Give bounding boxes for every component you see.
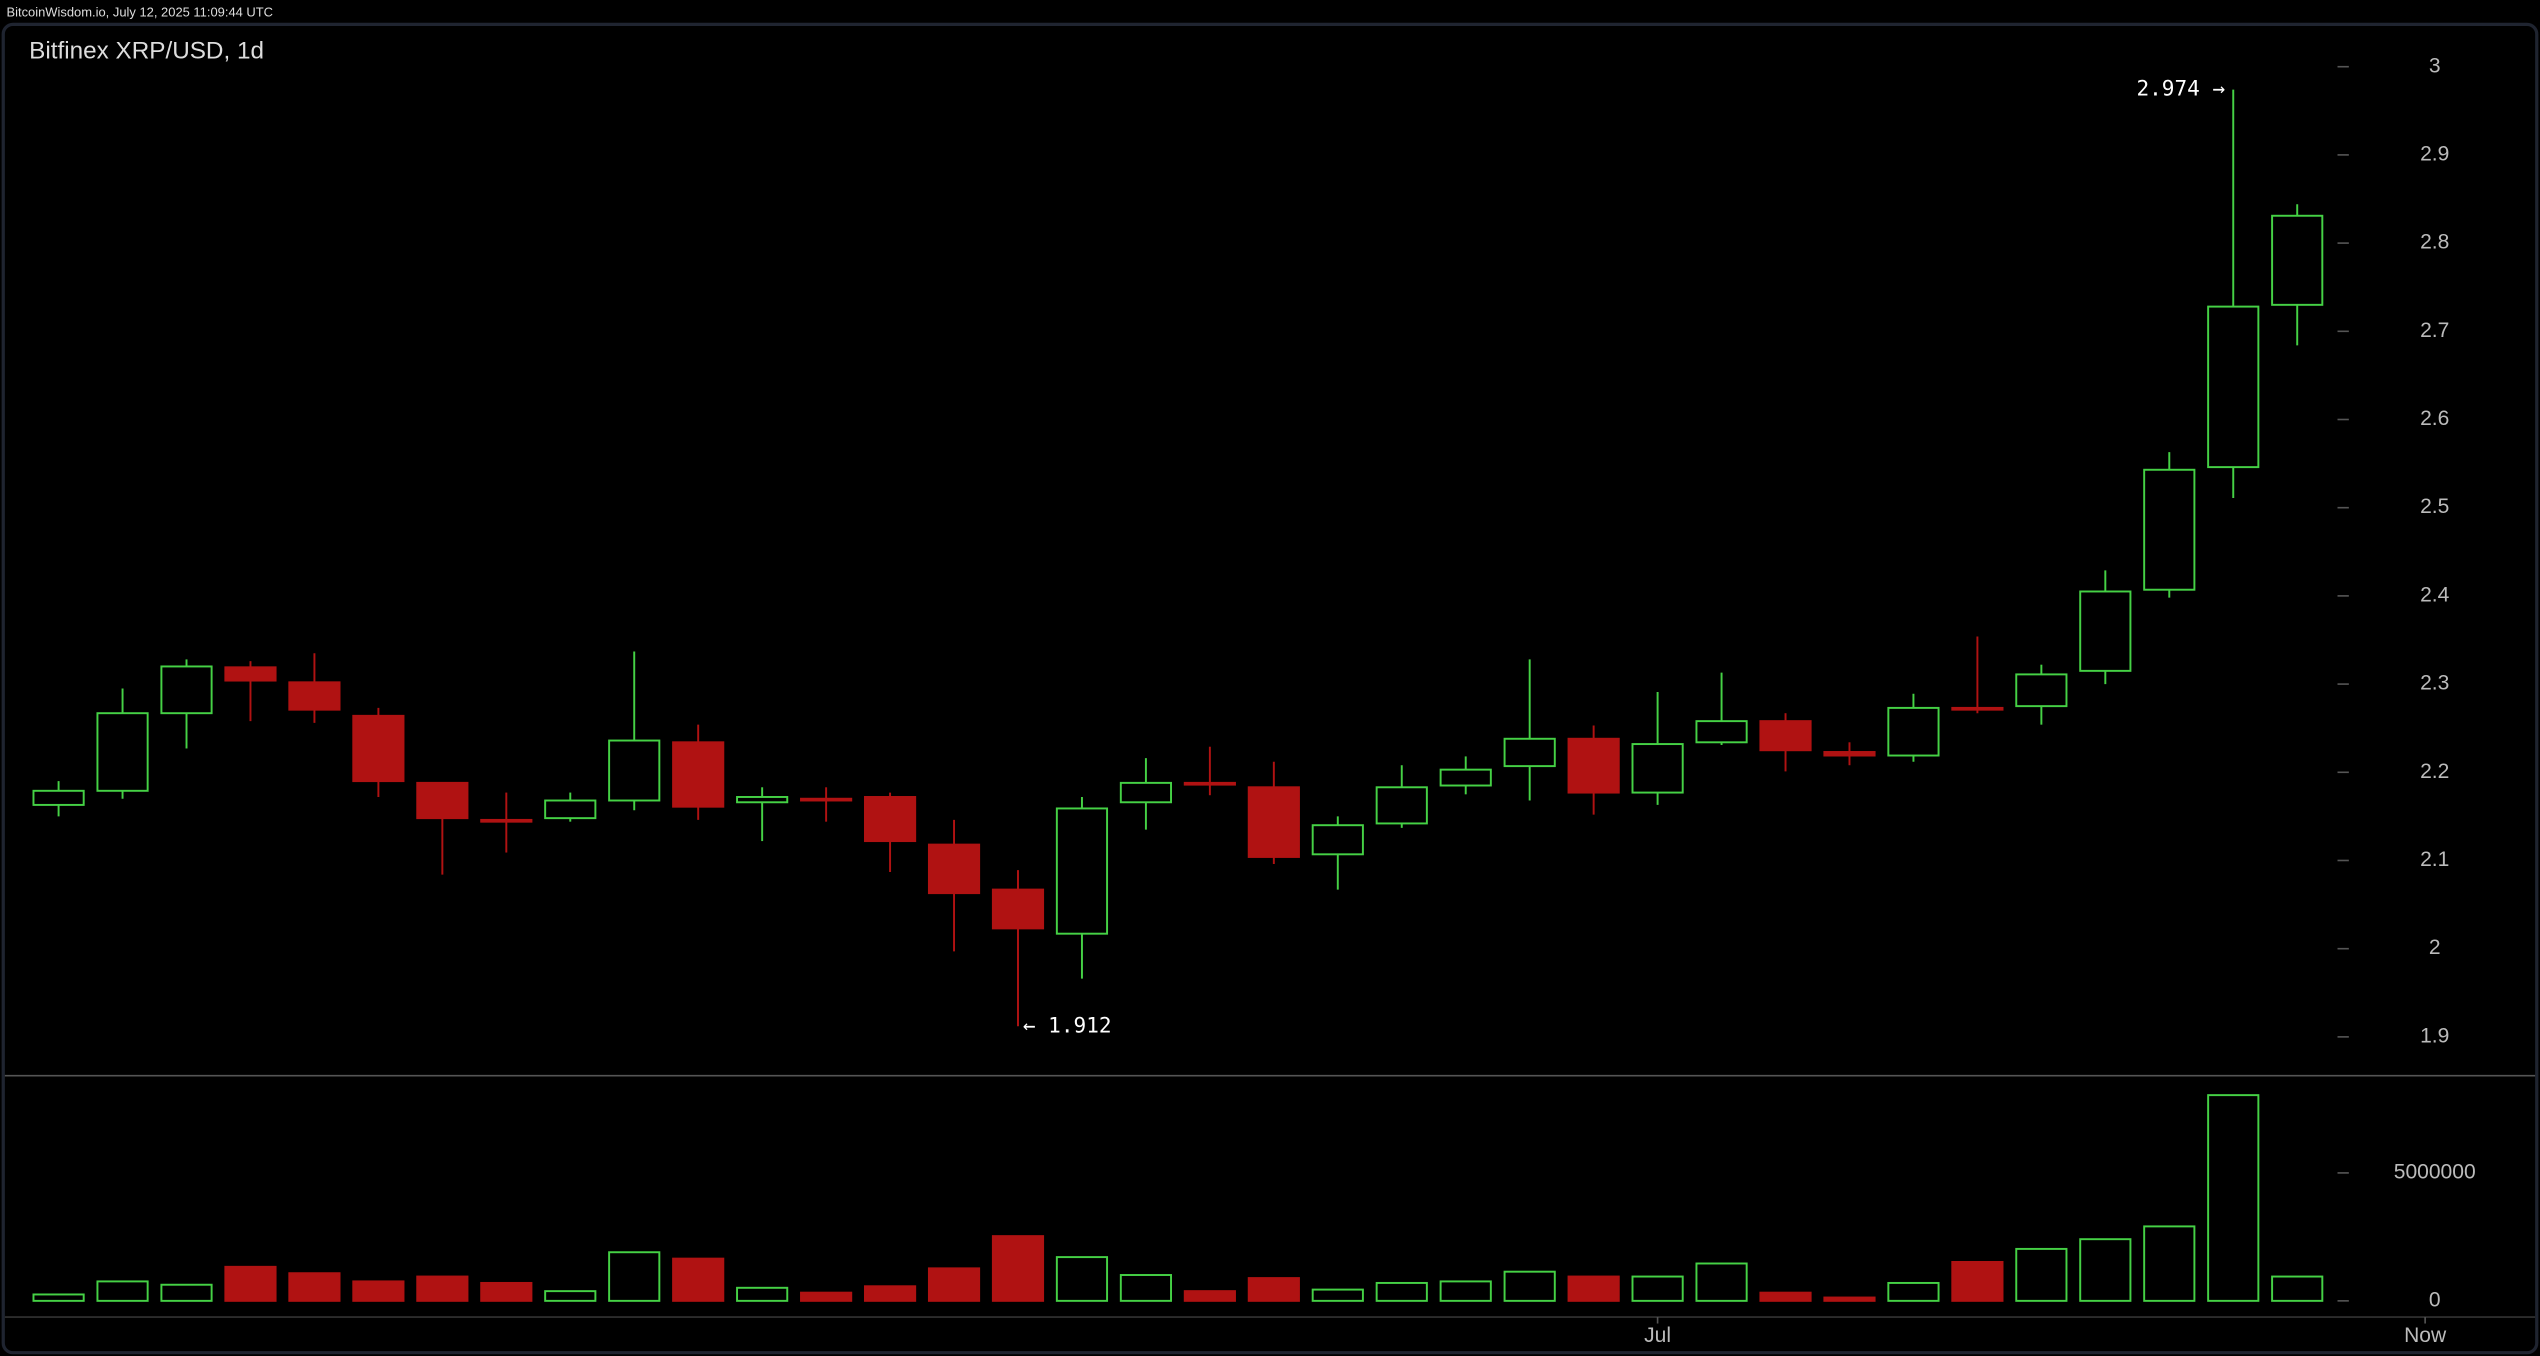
volume-bar: [1119, 1274, 1172, 1302]
volume-bar: [2079, 1238, 2132, 1302]
candle-body: [1759, 720, 1812, 752]
candle-body: [608, 739, 661, 802]
volume-bar: [1375, 1281, 1428, 1302]
candle-body: [160, 665, 213, 715]
volume-bar: [544, 1290, 597, 1302]
volume-bar: [1503, 1270, 1556, 1302]
volume-bar: [1951, 1260, 2004, 1302]
volume-bar: [2015, 1247, 2068, 1302]
candle-body: [2143, 468, 2196, 591]
volume-bar: [480, 1281, 533, 1302]
y-tick-label: 2.5: [2420, 495, 2449, 518]
volume-bar: [1567, 1275, 1620, 1302]
volume-bar: [1631, 1275, 1684, 1302]
header: BitcoinWisdom.io, July 12, 2025 11:09:44…: [6, 4, 273, 19]
y-tick-label: 2.7: [2420, 319, 2449, 342]
candle-body: [1183, 781, 1236, 786]
candle-body: [288, 681, 341, 711]
candle-body: [2079, 590, 2132, 672]
volume-bar: [96, 1280, 149, 1302]
volume-bar: [863, 1285, 917, 1302]
candle-body: [2207, 305, 2260, 469]
volume-bar: [672, 1257, 725, 1302]
high-annotation: 2.974 →: [2136, 76, 2225, 101]
volume-bar: [2207, 1094, 2260, 1302]
chart-title: Bitfinex XRP/USD, 1d: [29, 37, 264, 64]
y-tick-label: 2.3: [2420, 672, 2449, 695]
volume-bar: [1759, 1291, 1812, 1302]
volume-bar: [608, 1251, 661, 1302]
candle-body: [927, 843, 981, 895]
volume-bar: [1887, 1281, 1940, 1302]
volume-bar: [160, 1283, 213, 1302]
volume-bar: [224, 1265, 277, 1302]
y-tick-label: 2.1: [2420, 848, 2449, 871]
candle-body: [480, 818, 533, 823]
volume-bar: [1695, 1262, 1748, 1302]
candle-body: [1631, 743, 1684, 794]
volume-bar: [288, 1272, 341, 1302]
chart-frame: [1, 22, 2539, 1355]
candle-body: [544, 799, 597, 820]
volume-bar: [1439, 1280, 1492, 1302]
candle-body: [96, 712, 149, 792]
volume-tick-label: 0: [2429, 1288, 2441, 1311]
x-tick-label: Jul: [1644, 1324, 1671, 1347]
candle-body: [352, 714, 405, 783]
candle-body: [1055, 807, 1109, 935]
candle-body: [1567, 737, 1620, 794]
y-tick-label: 2.2: [2420, 760, 2449, 783]
candle-body: [1951, 706, 2004, 711]
candle-body: [672, 741, 725, 808]
low-annotation: ← 1.912: [1023, 1012, 1112, 1037]
volume-bar: [1055, 1256, 1109, 1302]
y-tick-label: 2.8: [2420, 231, 2449, 254]
y-tick-label: 1.9: [2420, 1024, 2449, 1047]
candle-body: [1375, 786, 1428, 825]
candle-body: [1311, 824, 1364, 856]
candle-body: [1887, 706, 1940, 757]
candle-body: [224, 666, 277, 682]
candle-body: [1823, 751, 1876, 757]
volume-bar: [1311, 1288, 1364, 1302]
candle-body: [416, 781, 469, 820]
volume-bar: [800, 1291, 853, 1302]
volume-bar: [2271, 1275, 2324, 1302]
volume-bar: [927, 1267, 981, 1302]
candle-body: [991, 888, 1045, 930]
volume-bar: [32, 1293, 85, 1302]
candle-body: [1503, 737, 1556, 768]
volume-bar: [2143, 1225, 2196, 1302]
volume-bar: [1823, 1296, 1876, 1302]
volume-bar: [991, 1235, 1045, 1302]
candle-body: [800, 797, 853, 802]
volume-bar: [736, 1286, 789, 1302]
y-tick-label: 3: [2429, 54, 2441, 77]
candle-body: [736, 796, 789, 804]
y-tick-label: 2.6: [2420, 407, 2449, 430]
y-tick-label: 2: [2429, 936, 2441, 959]
volume-bar: [352, 1280, 405, 1302]
x-tick-label: Now: [2404, 1324, 2447, 1347]
candle-body: [863, 796, 917, 843]
candle-body: [1439, 768, 1492, 787]
candle-body: [1695, 720, 1748, 744]
candle-body: [2015, 673, 2068, 708]
candle-body: [1247, 786, 1300, 858]
volume-bar: [1183, 1290, 1236, 1302]
volume-bar: [416, 1275, 469, 1302]
volume-bar: [1247, 1277, 1300, 1302]
candle-body: [2271, 214, 2324, 306]
y-tick-label: 2.4: [2420, 583, 2450, 606]
candle-body: [1119, 781, 1172, 804]
volume-tick-label: 5000000: [2394, 1160, 2476, 1183]
candle-body: [32, 789, 85, 806]
y-tick-label: 2.9: [2420, 142, 2449, 165]
